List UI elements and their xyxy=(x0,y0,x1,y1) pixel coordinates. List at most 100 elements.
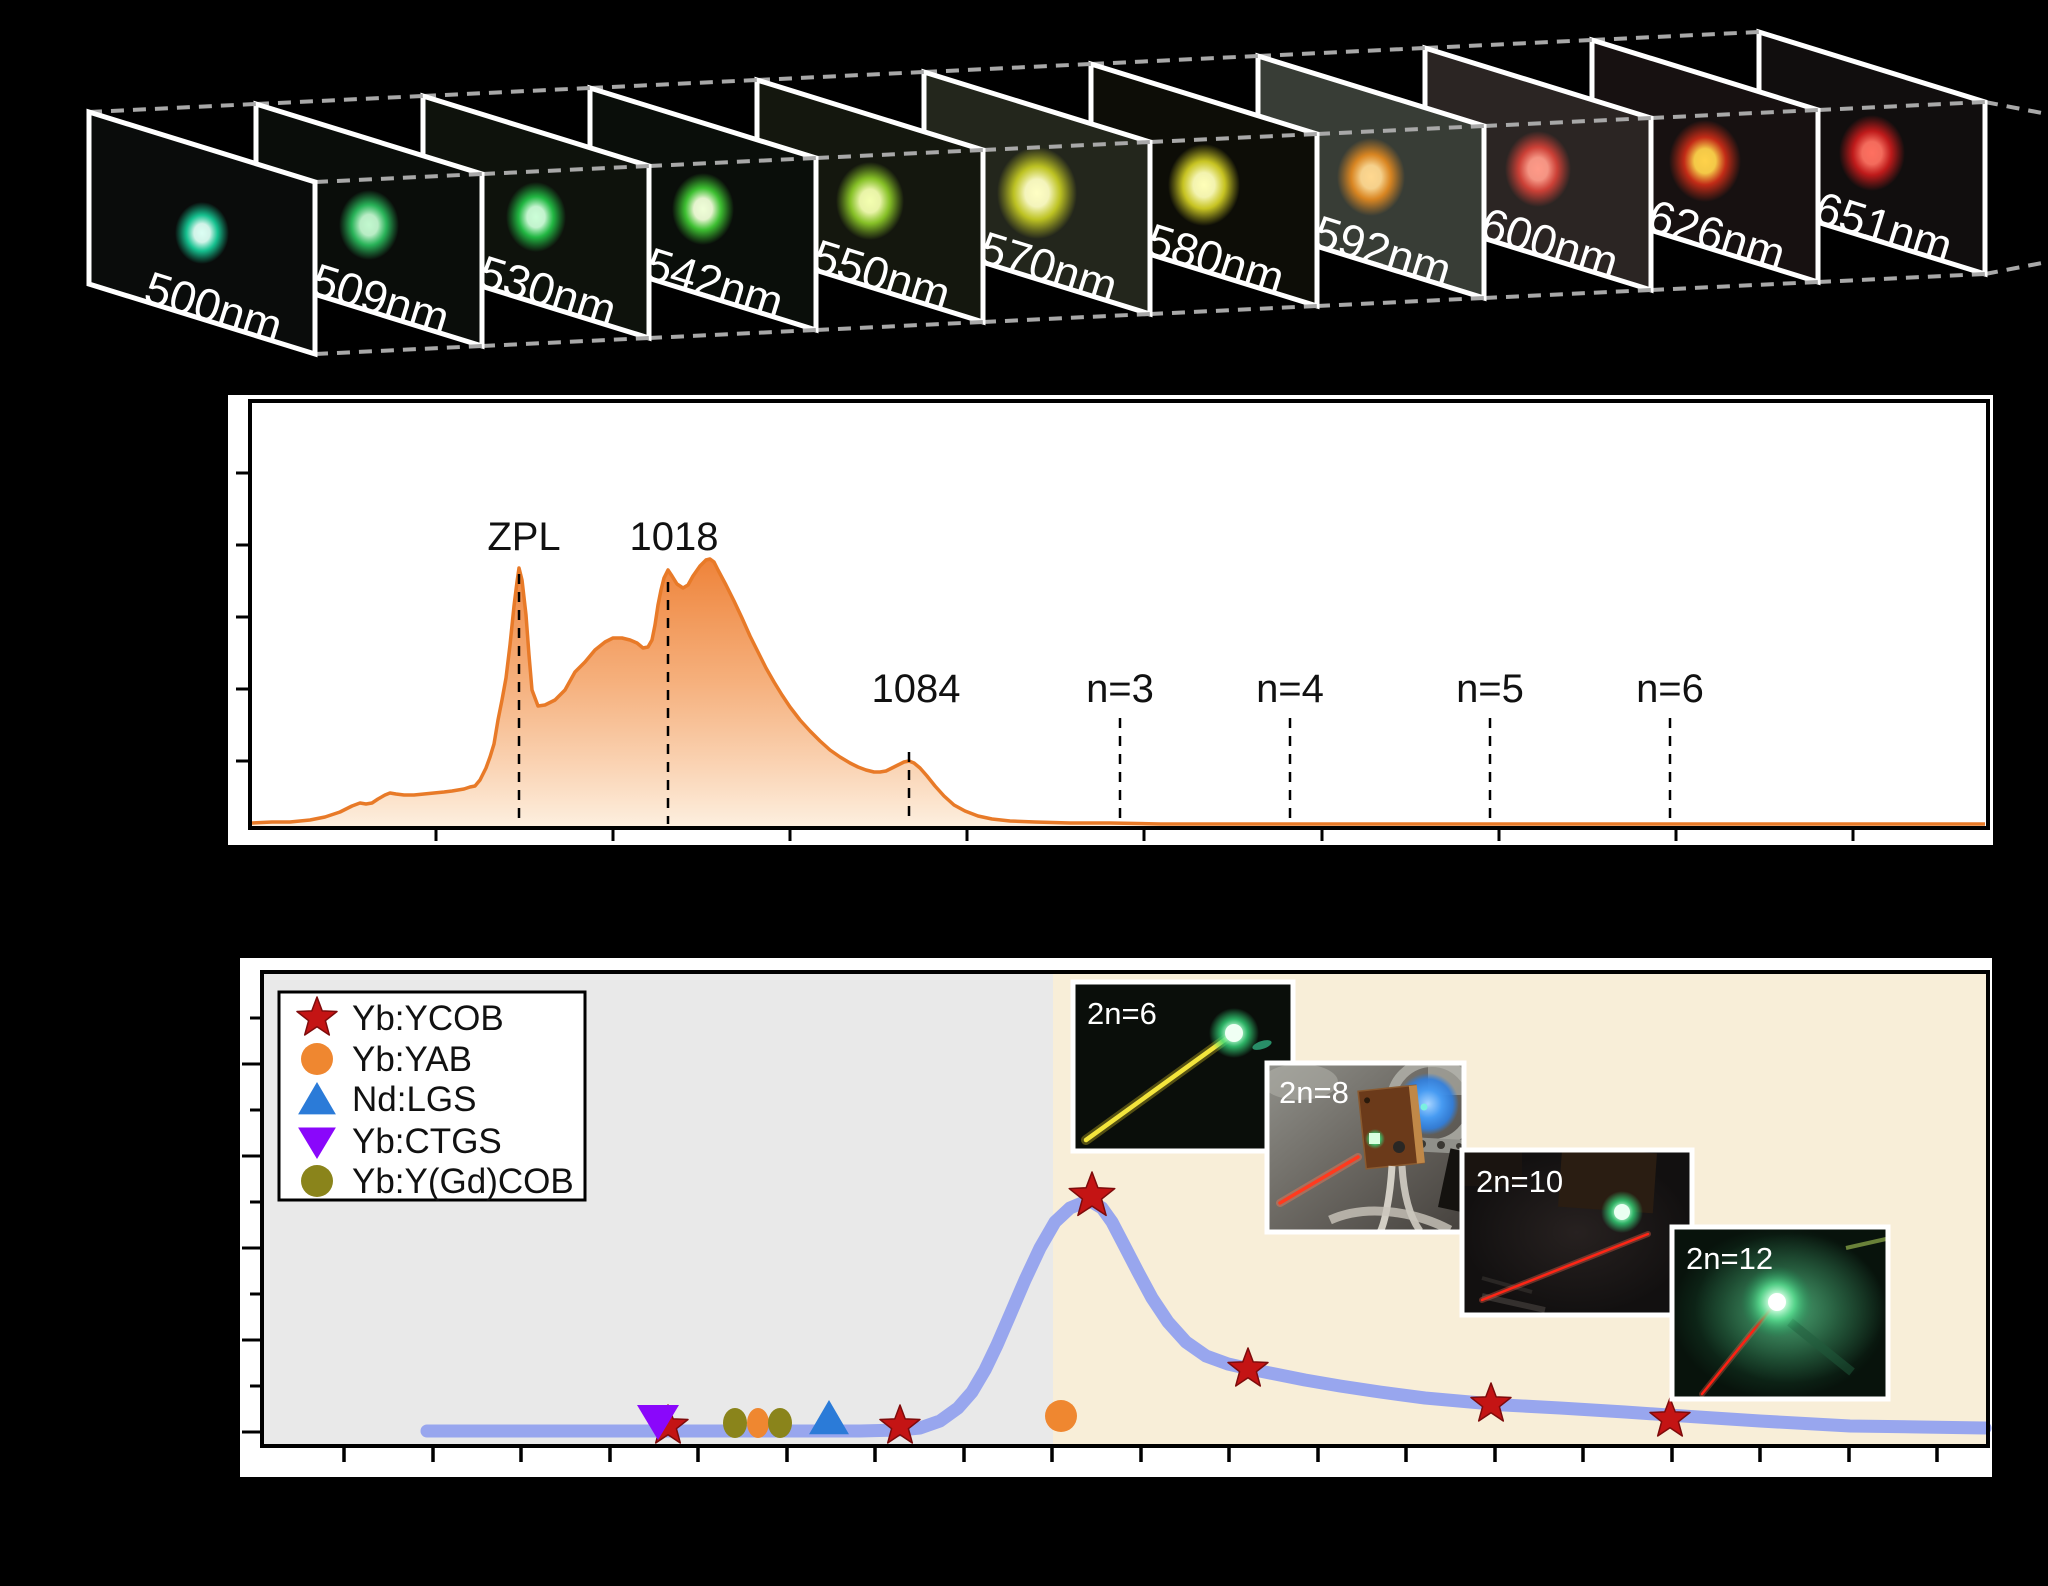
tube-curved xyxy=(1328,1206,1453,1232)
marker-ellipse xyxy=(768,1408,792,1438)
laser-spot xyxy=(339,190,399,260)
knob xyxy=(1393,1141,1405,1153)
legend-box xyxy=(277,990,587,1202)
depth-rail xyxy=(255,94,424,106)
green-streak xyxy=(1787,1318,1855,1376)
n6-label: n=6 xyxy=(1636,667,1704,711)
legend-label-ybygdcob: Yb:Y(Gd)COB xyxy=(352,1162,574,1201)
green-dot xyxy=(1369,1133,1380,1144)
panel-b-spectrum: ZPL 1018 1084 n=3 n=4 n=5 n=6 xyxy=(228,395,1993,845)
depth-rail xyxy=(1424,38,1593,50)
laser-spot xyxy=(997,147,1077,239)
depth-rail xyxy=(1483,116,1652,128)
depth-rail xyxy=(1090,54,1259,66)
inset-2n8-label: 2n=8 xyxy=(1279,1075,1349,1110)
legend-label-ybyab: Yb:YAB xyxy=(352,1040,472,1079)
chip-edge xyxy=(1408,1085,1425,1164)
marker-star xyxy=(1227,1347,1269,1387)
n4-label: n=4 xyxy=(1256,667,1324,711)
depth-rail xyxy=(815,148,984,160)
cable-streak xyxy=(1481,1276,1533,1294)
yellow-streak xyxy=(1845,1237,1887,1250)
marker-circle xyxy=(1045,1400,1077,1432)
panel-c-axes-frame xyxy=(260,970,1990,1448)
inset-2n8-content xyxy=(1267,1063,1464,1232)
panel-b-plot-content xyxy=(236,471,1985,841)
depth-rail xyxy=(481,164,650,176)
depth-rail xyxy=(422,86,591,98)
inset-2n6-label: 2n=6 xyxy=(1087,996,1157,1031)
inset-photo-2n8: 2n=8 xyxy=(1264,1060,1467,1235)
peak1084-label: 1084 xyxy=(872,667,961,711)
yellow-beam xyxy=(1083,1033,1233,1143)
peak1018-label: 1018 xyxy=(630,515,719,559)
laser-spot xyxy=(506,182,566,252)
inset-2n12-label: 2n=12 xyxy=(1686,1241,1773,1276)
depth-rail xyxy=(756,70,925,82)
depth-rail xyxy=(982,312,1151,324)
depth-rail xyxy=(648,156,817,168)
cable-streak xyxy=(1481,1293,1546,1313)
depth-rail xyxy=(982,140,1151,152)
laser-spot xyxy=(1505,131,1571,207)
marker-star xyxy=(1649,1397,1691,1437)
laser-spot xyxy=(1168,144,1240,226)
marker-circle xyxy=(301,1165,333,1197)
inset-photo-2n10: 2n=10 xyxy=(1459,1147,1695,1318)
depth-rail xyxy=(314,344,483,356)
marker-star xyxy=(296,996,338,1036)
spectrum-curve xyxy=(251,557,1985,826)
green-spot-core xyxy=(1614,1204,1630,1220)
depth-rail xyxy=(1650,280,1819,292)
depth-rail xyxy=(481,336,650,348)
depth-rail xyxy=(1591,30,1760,42)
inset-photo-2n6: 2n=6 xyxy=(1070,979,1296,1154)
panel-c-plot-content xyxy=(242,1016,1992,1462)
bright-spot-core xyxy=(1768,1293,1786,1311)
depth-rail-extension xyxy=(1984,100,2048,116)
spectrum-area-fill xyxy=(252,559,1985,826)
inset-2n12-border xyxy=(1669,1224,1891,1402)
marker-triangle-down xyxy=(637,1405,679,1440)
red-beam xyxy=(1278,1155,1360,1205)
device-silhouette xyxy=(1462,1150,1522,1186)
depth-rail xyxy=(1817,100,1986,112)
depth-rail xyxy=(1817,272,1986,284)
depth-rail xyxy=(1650,108,1819,120)
laser-spot xyxy=(672,173,734,245)
laser-spot xyxy=(175,202,229,264)
cyan-dot xyxy=(1420,1103,1428,1111)
laser-spot xyxy=(1839,115,1905,191)
tube xyxy=(1398,1165,1423,1232)
depth-rail xyxy=(1316,124,1485,136)
legend: Yb:YCOB Yb:YAB Nd:LGS Yb:CTGS Yb:Y(Gd)CO… xyxy=(277,990,587,1202)
marker-circle xyxy=(301,1043,333,1075)
laser-spot xyxy=(1337,138,1405,216)
depth-rail xyxy=(1149,304,1318,316)
panel-a-photo-cascade: 651nm626nm600nm592nm580nm570nm550nm542nm… xyxy=(86,28,2048,358)
chip-dot xyxy=(1364,1097,1371,1104)
n5-label: n=5 xyxy=(1456,667,1524,711)
marker-ellipse xyxy=(747,1408,769,1438)
marker-star xyxy=(879,1404,921,1444)
depth-rail xyxy=(1149,132,1318,144)
green-spot-core xyxy=(1225,1024,1243,1042)
depth-rail xyxy=(815,320,984,332)
marker-triangle-down xyxy=(298,1127,336,1159)
depth-rail xyxy=(314,172,483,184)
depth-rail xyxy=(1257,46,1426,58)
depth-rail xyxy=(648,328,817,340)
inset-2n10-label: 2n=10 xyxy=(1476,1164,1563,1199)
legend-label-ybycob: Yb:YCOB xyxy=(352,999,504,1038)
blur-highlight xyxy=(1267,1064,1338,1100)
laser-spot xyxy=(1669,120,1741,202)
bracket-hole xyxy=(1437,1141,1445,1149)
legend-markers xyxy=(296,996,338,1197)
depth-rail-extension xyxy=(1984,260,2048,276)
depth-rail xyxy=(1316,296,1485,308)
legend-label-ndlgs: Nd:LGS xyxy=(352,1080,477,1119)
depth-rail xyxy=(589,78,758,90)
inset-2n12-content xyxy=(1672,1227,1888,1399)
panel-b-axes-frame xyxy=(248,399,1990,830)
